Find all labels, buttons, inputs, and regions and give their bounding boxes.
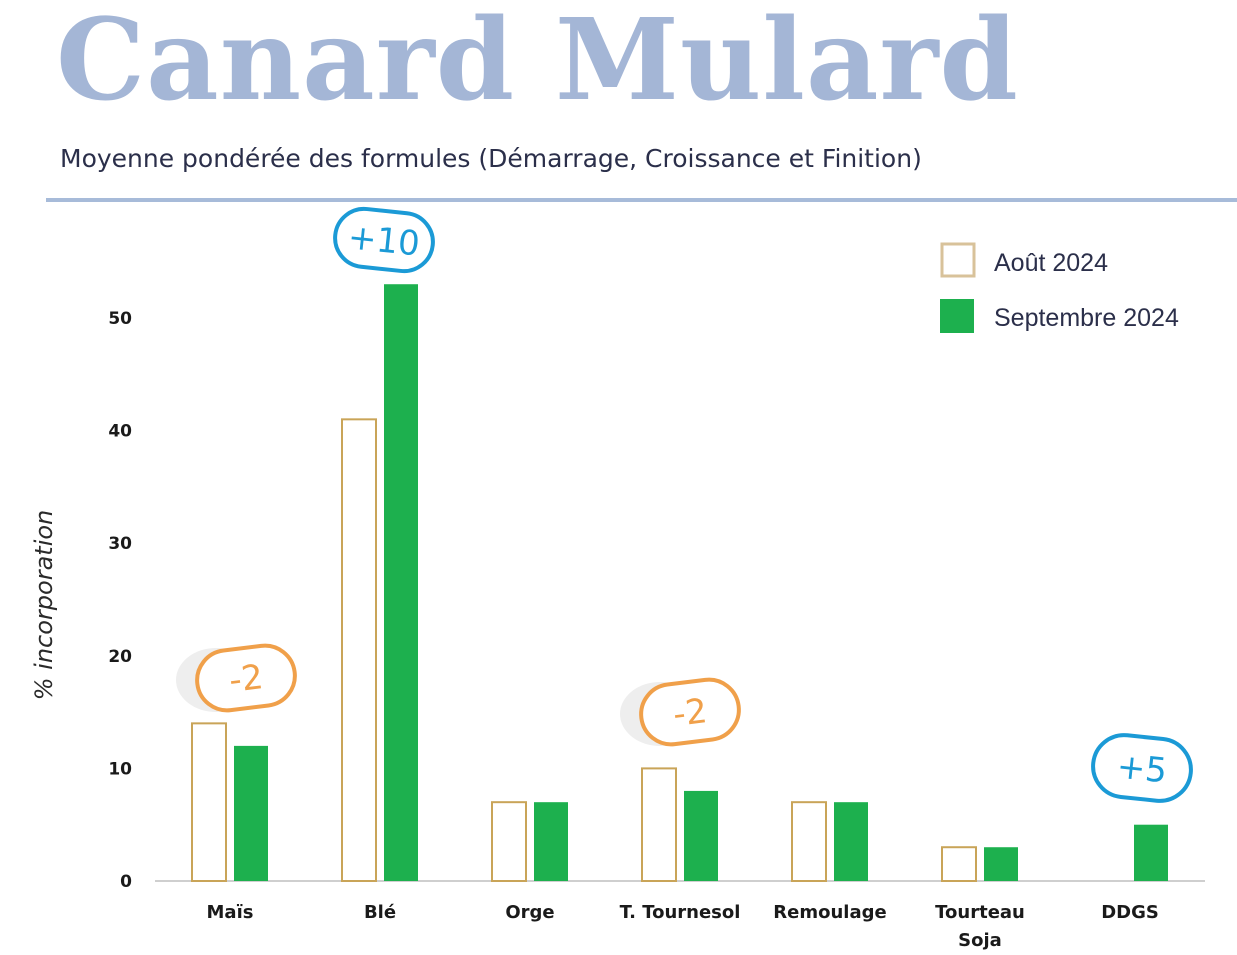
bar-septembre-2024 [834, 802, 868, 881]
y-axis-label: % incorporation [30, 510, 58, 701]
bar-aout-2024 [941, 846, 977, 882]
change-badge [1091, 733, 1193, 803]
bar-aout-2024 [191, 722, 227, 882]
x-category-label: Tourteau [935, 902, 1025, 923]
change-badge-label: +5 [1115, 746, 1169, 791]
y-tick-label: 40 [108, 422, 132, 442]
change-badge-label: +10 [346, 217, 422, 264]
legend-swatch-aout-2024 [940, 242, 976, 278]
bar-septembre-2024 [984, 847, 1018, 881]
bar-aout-2024 [641, 767, 677, 883]
y-tick-label: 0 [120, 872, 132, 892]
x-category-label: DDGS [1101, 902, 1159, 923]
x-category-label: Orge [505, 902, 554, 923]
chart-title: Canard Mulard [56, 0, 1019, 126]
x-category-label: Soja [958, 930, 1002, 951]
title-divider [46, 198, 1237, 202]
x-category-label: T. Tournesol [620, 902, 741, 923]
y-tick-label: 20 [108, 647, 132, 667]
legend-swatch-septembre-2024 [940, 299, 974, 333]
change-badge [195, 643, 297, 713]
change-badge-label: -2 [671, 691, 710, 735]
change-badge [333, 206, 435, 274]
y-tick-label: 10 [108, 759, 132, 779]
bar-septembre-2024 [534, 802, 568, 881]
x-category-label: Remoulage [773, 902, 886, 923]
bar-septembre-2024 [1134, 824, 1168, 881]
legend-label-septembre-2024: Septembre 2024 [994, 304, 1179, 332]
change-badge [639, 677, 741, 747]
bar-aout-2024 [491, 801, 527, 882]
x-category-label: Blé [364, 902, 396, 923]
x-category-label: Maïs [207, 902, 254, 923]
bar-septembre-2024 [384, 284, 418, 882]
chart-subtitle: Moyenne pondérée des formules (Démarrage… [60, 144, 922, 173]
bar-septembre-2024 [684, 790, 718, 881]
bar-aout-2024 [341, 418, 377, 882]
bar-aout-2024 [791, 801, 827, 882]
y-tick-label: 30 [108, 534, 132, 554]
legend-label-aout-2024: Août 2024 [994, 249, 1108, 277]
change-badge-label: -2 [227, 657, 266, 701]
y-tick-label: 50 [108, 309, 132, 329]
bar-septembre-2024 [234, 745, 268, 881]
